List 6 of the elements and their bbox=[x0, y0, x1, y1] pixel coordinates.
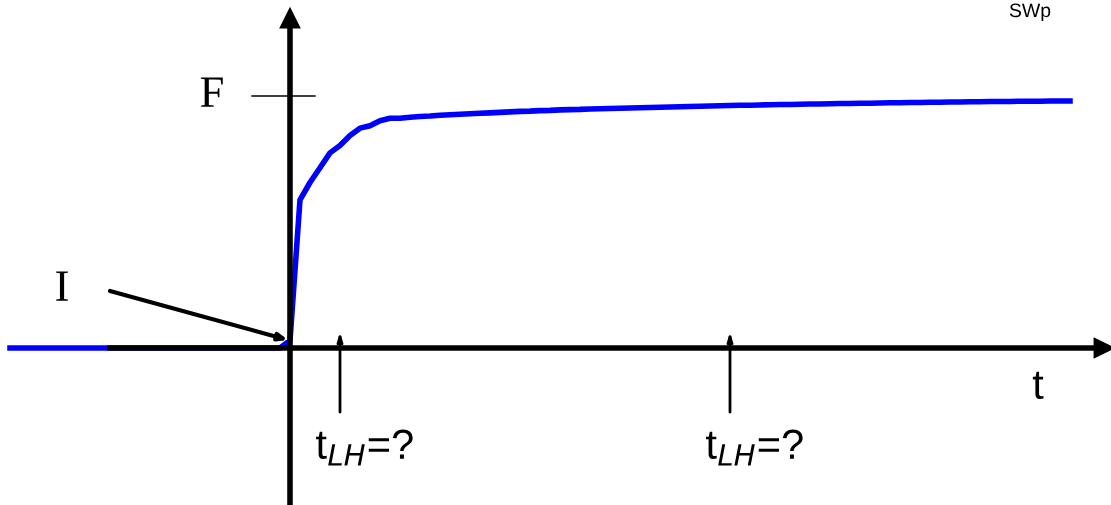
annotation: F bbox=[200, 77, 223, 107]
text: t$_{LH}$=? bbox=[706, 429, 803, 466]
text: SWp bbox=[1009, 3, 1051, 22]
x-axis-title: t bbox=[1032, 371, 1044, 400]
text: t$_{LH}$=? bbox=[316, 429, 413, 466]
annotation: I bbox=[56, 271, 68, 301]
